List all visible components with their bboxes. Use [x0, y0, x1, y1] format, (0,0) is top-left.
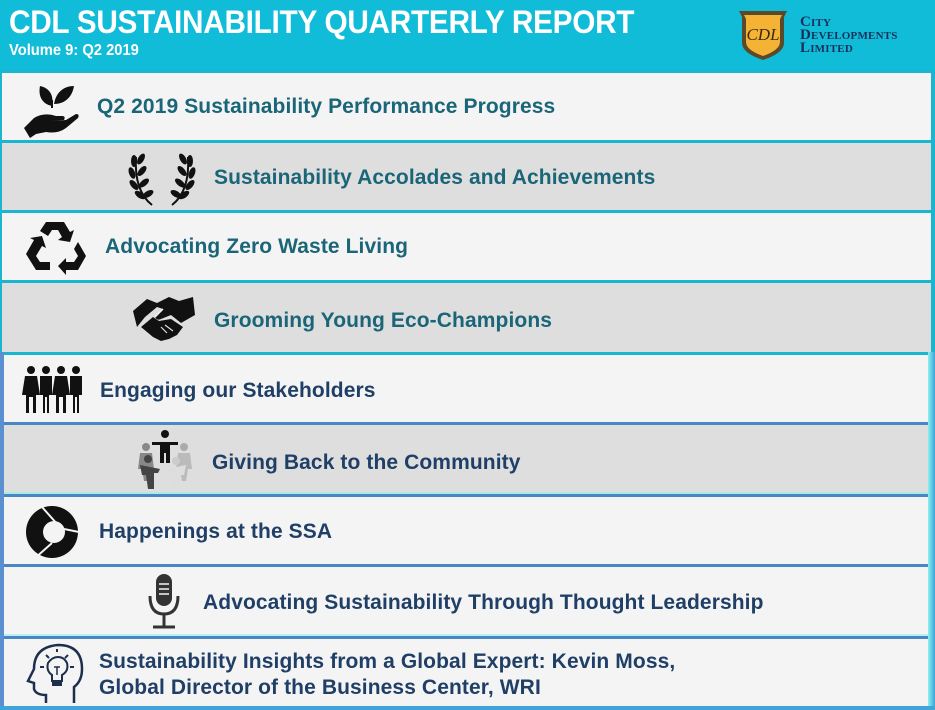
toc-label: Grooming Young Eco-Champions	[214, 309, 553, 332]
toc-label: Advocating Zero Waste Living	[105, 235, 409, 258]
cdl-shield-icon: CDL	[739, 11, 787, 60]
toc-item-global-expert[interactable]: Sustainability Insights from a Global Ex…	[2, 636, 931, 706]
report-header: CDL SUSTAINABILITY QUARTERLY REPORT Volu…	[0, 0, 935, 70]
report-volume: Volume 9: Q2 2019	[9, 42, 139, 59]
toc-label: Sustainability Accolades and Achievement…	[214, 166, 656, 189]
toc-item-eco-champions[interactable]: Grooming Young Eco-Champions	[2, 280, 931, 352]
frame-bottom-edge	[0, 706, 935, 710]
toc-label-line-1: Sustainability Insights from a Global Ex…	[99, 650, 676, 673]
people-group-icon	[22, 366, 82, 413]
logo-line-3: Limited	[800, 40, 853, 56]
community-circle-icon	[138, 430, 192, 489]
toc-label-line-2: Global Director of the Business Center, …	[99, 676, 541, 699]
head-lightbulb-icon	[26, 643, 84, 703]
toc-item-thought-leadership[interactable]: Advocating Sustainability Through Though…	[2, 564, 931, 636]
toc-label: Happenings at the SSA	[99, 520, 333, 543]
toc-label: Q2 2019 Sustainability Performance Progr…	[97, 95, 556, 118]
handshake-icon	[133, 297, 195, 341]
toc-label: Giving Back to the Community	[212, 451, 521, 474]
toc-item-community[interactable]: Giving Back to the Community	[2, 422, 931, 494]
logo-line-1: City	[800, 14, 832, 30]
toc-item-performance-progress[interactable]: Q2 2019 Sustainability Performance Progr…	[2, 70, 931, 140]
ssa-logo-icon	[26, 506, 84, 560]
toc-item-accolades[interactable]: Sustainability Accolades and Achievement…	[2, 140, 931, 210]
logo-line-2: Developments	[800, 27, 898, 43]
frame-right-edge-lower	[928, 352, 935, 710]
toc-item-stakeholders[interactable]: Engaging our Stakeholders	[2, 352, 931, 422]
hand-plant-icon	[24, 86, 79, 138]
toc-label-two-line: Sustainability Insights from a Global Ex…	[99, 649, 675, 701]
laurel-wreath-icon	[128, 153, 196, 206]
microphone-icon	[148, 574, 180, 629]
cdl-logo-text: City Developments Limited	[800, 14, 898, 56]
cdl-logo: CDL City Developments Limited	[738, 9, 928, 61]
toc-label: Engaging our Stakeholders	[100, 379, 376, 402]
recycle-icon	[26, 222, 86, 275]
toc-item-zero-waste[interactable]: Advocating Zero Waste Living	[2, 210, 931, 280]
frame-left-edge-lower	[0, 352, 4, 710]
toc-item-ssa[interactable]: Happenings at the SSA	[2, 494, 931, 564]
report-title: CDL SUSTAINABILITY QUARTERLY REPORT	[9, 4, 635, 40]
toc-label: Advocating Sustainability Through Though…	[203, 591, 764, 614]
svg-text:CDL: CDL	[746, 25, 779, 44]
